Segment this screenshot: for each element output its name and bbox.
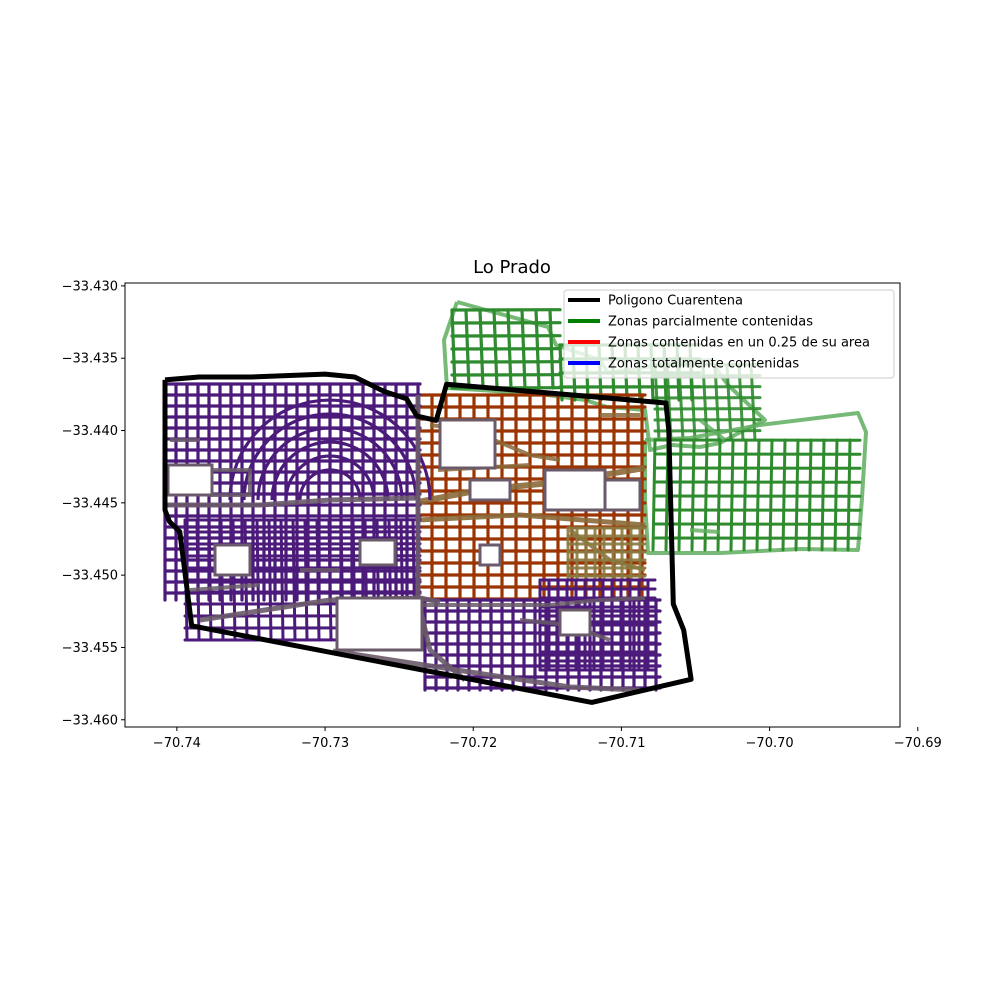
y-axis: −33.430 −33.435 −33.440 −33.445 −33.450 −33.4… xyxy=(62,279,125,728)
y-tick-label: −33.445 xyxy=(62,496,118,511)
empty-block xyxy=(560,610,590,635)
empty-block xyxy=(337,598,422,650)
empty-block xyxy=(168,465,212,495)
x-tick-label: −70.70 xyxy=(746,736,794,751)
y-tick-label: −33.430 xyxy=(62,279,118,294)
legend: Poligono Cuarentena Zonas parcialmente co… xyxy=(564,290,894,378)
y-tick-label: −33.435 xyxy=(62,352,118,367)
legend-label: Zonas contenidas en un 0.25 de su area xyxy=(608,336,870,351)
empty-block xyxy=(470,480,510,500)
x-tick-label: −70.73 xyxy=(301,736,349,751)
x-tick-label: −70.74 xyxy=(153,736,201,751)
x-tick-label: −70.72 xyxy=(449,736,497,751)
y-tick-label: −33.450 xyxy=(62,569,118,584)
x-axis: −70.74 −70.73 −70.72 −70.71 −70.70 −70.69 xyxy=(153,727,942,751)
empty-block xyxy=(360,540,395,565)
y-tick-label: −33.440 xyxy=(62,424,118,439)
legend-label: Zonas totalmente contenidas xyxy=(608,357,799,372)
legend-label: Poligono Cuarentena xyxy=(608,294,743,309)
chart-title: Lo Prado xyxy=(473,257,551,278)
street-path xyxy=(690,530,720,532)
empty-block xyxy=(440,420,495,468)
legend-label: Zonas parcialmente contenidas xyxy=(608,315,813,330)
empty-block xyxy=(215,545,250,575)
x-tick-label: −70.69 xyxy=(894,736,942,751)
empty-block xyxy=(480,545,500,565)
empty-block xyxy=(545,470,605,510)
y-tick-label: −33.460 xyxy=(62,713,118,728)
street-path xyxy=(190,585,260,590)
empty-block xyxy=(605,480,640,510)
x-tick-label: −70.71 xyxy=(597,736,645,751)
y-tick-label: −33.455 xyxy=(62,641,118,656)
